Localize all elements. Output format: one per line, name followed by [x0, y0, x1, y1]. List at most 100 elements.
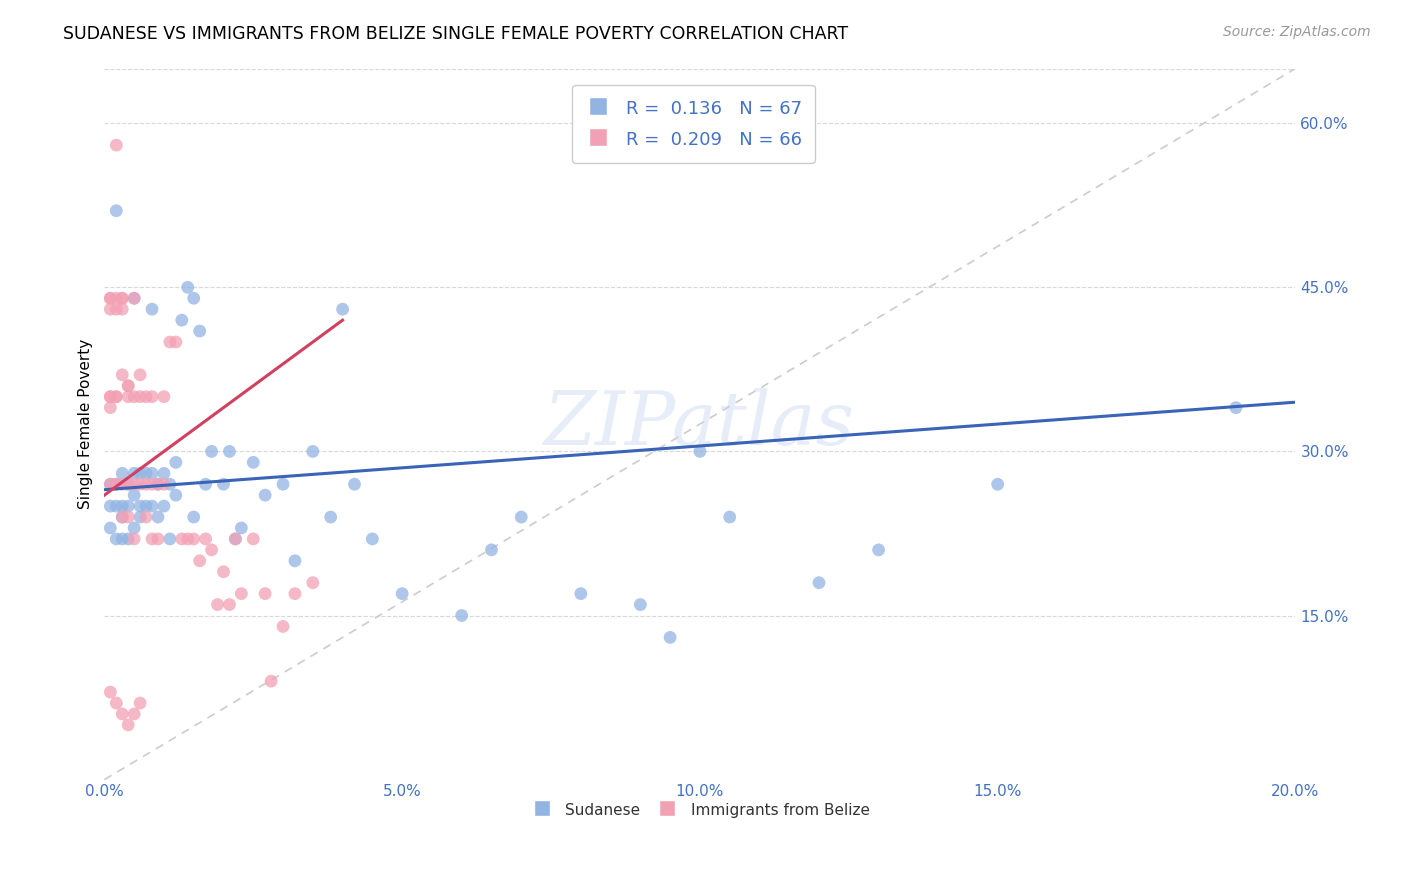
Point — [718, 510, 741, 524]
Point — [129, 477, 152, 491]
Point — [122, 706, 145, 721]
Point — [1225, 401, 1247, 415]
Point — [98, 685, 121, 699]
Point — [105, 291, 128, 305]
Point — [122, 291, 145, 305]
Point — [153, 499, 176, 513]
Point — [254, 488, 277, 502]
Point — [224, 532, 246, 546]
Point — [105, 532, 128, 546]
Point — [105, 696, 128, 710]
Point — [165, 488, 187, 502]
Text: ZIPatlas: ZIPatlas — [544, 388, 855, 460]
Point — [987, 477, 1010, 491]
Point — [122, 390, 145, 404]
Point — [868, 542, 890, 557]
Point — [117, 378, 139, 392]
Y-axis label: Single Female Poverty: Single Female Poverty — [79, 339, 93, 509]
Point — [218, 444, 240, 458]
Point — [200, 542, 222, 557]
Point — [808, 575, 831, 590]
Point — [141, 390, 163, 404]
Point — [159, 334, 181, 349]
Point — [135, 477, 157, 491]
Point — [177, 280, 200, 294]
Point — [170, 532, 193, 546]
Point — [194, 532, 217, 546]
Point — [122, 477, 145, 491]
Point — [481, 542, 503, 557]
Point — [122, 291, 145, 305]
Point — [301, 575, 323, 590]
Point — [271, 619, 294, 633]
Point — [129, 467, 152, 481]
Point — [111, 477, 134, 491]
Text: Source: ZipAtlas.com: Source: ZipAtlas.com — [1223, 25, 1371, 39]
Point — [129, 510, 152, 524]
Point — [628, 598, 651, 612]
Point — [188, 554, 211, 568]
Point — [135, 499, 157, 513]
Point — [450, 608, 472, 623]
Point — [689, 444, 711, 458]
Point — [141, 499, 163, 513]
Point — [177, 532, 200, 546]
Point — [146, 510, 169, 524]
Point — [98, 390, 121, 404]
Point — [569, 587, 592, 601]
Point — [129, 368, 152, 382]
Point — [146, 532, 169, 546]
Point — [105, 477, 128, 491]
Point — [122, 467, 145, 481]
Point — [98, 401, 121, 415]
Point — [231, 587, 253, 601]
Point — [141, 302, 163, 317]
Point — [183, 510, 205, 524]
Point — [159, 532, 181, 546]
Point — [98, 521, 121, 535]
Point — [183, 532, 205, 546]
Point — [135, 510, 157, 524]
Point — [188, 324, 211, 338]
Point — [117, 477, 139, 491]
Point — [105, 390, 128, 404]
Point — [98, 291, 121, 305]
Point — [117, 390, 139, 404]
Point — [117, 532, 139, 546]
Point — [135, 467, 157, 481]
Point — [141, 477, 163, 491]
Point — [141, 467, 163, 481]
Point — [105, 203, 128, 218]
Point — [129, 499, 152, 513]
Point — [242, 455, 264, 469]
Point — [98, 302, 121, 317]
Point — [141, 532, 163, 546]
Point — [271, 477, 294, 491]
Point — [105, 477, 128, 491]
Point — [129, 390, 152, 404]
Point — [391, 587, 413, 601]
Point — [111, 291, 134, 305]
Point — [260, 674, 283, 689]
Point — [129, 696, 152, 710]
Point — [117, 718, 139, 732]
Point — [284, 587, 307, 601]
Point — [332, 302, 354, 317]
Point — [165, 455, 187, 469]
Point — [111, 368, 134, 382]
Point — [218, 598, 240, 612]
Point — [98, 477, 121, 491]
Legend: Sudanese, Immigrants from Belize: Sudanese, Immigrants from Belize — [524, 795, 876, 825]
Point — [105, 138, 128, 153]
Point — [111, 302, 134, 317]
Point — [231, 521, 253, 535]
Point — [200, 444, 222, 458]
Point — [122, 532, 145, 546]
Point — [117, 499, 139, 513]
Point — [105, 390, 128, 404]
Point — [284, 554, 307, 568]
Point — [146, 477, 169, 491]
Point — [361, 532, 384, 546]
Point — [165, 334, 187, 349]
Point — [170, 313, 193, 327]
